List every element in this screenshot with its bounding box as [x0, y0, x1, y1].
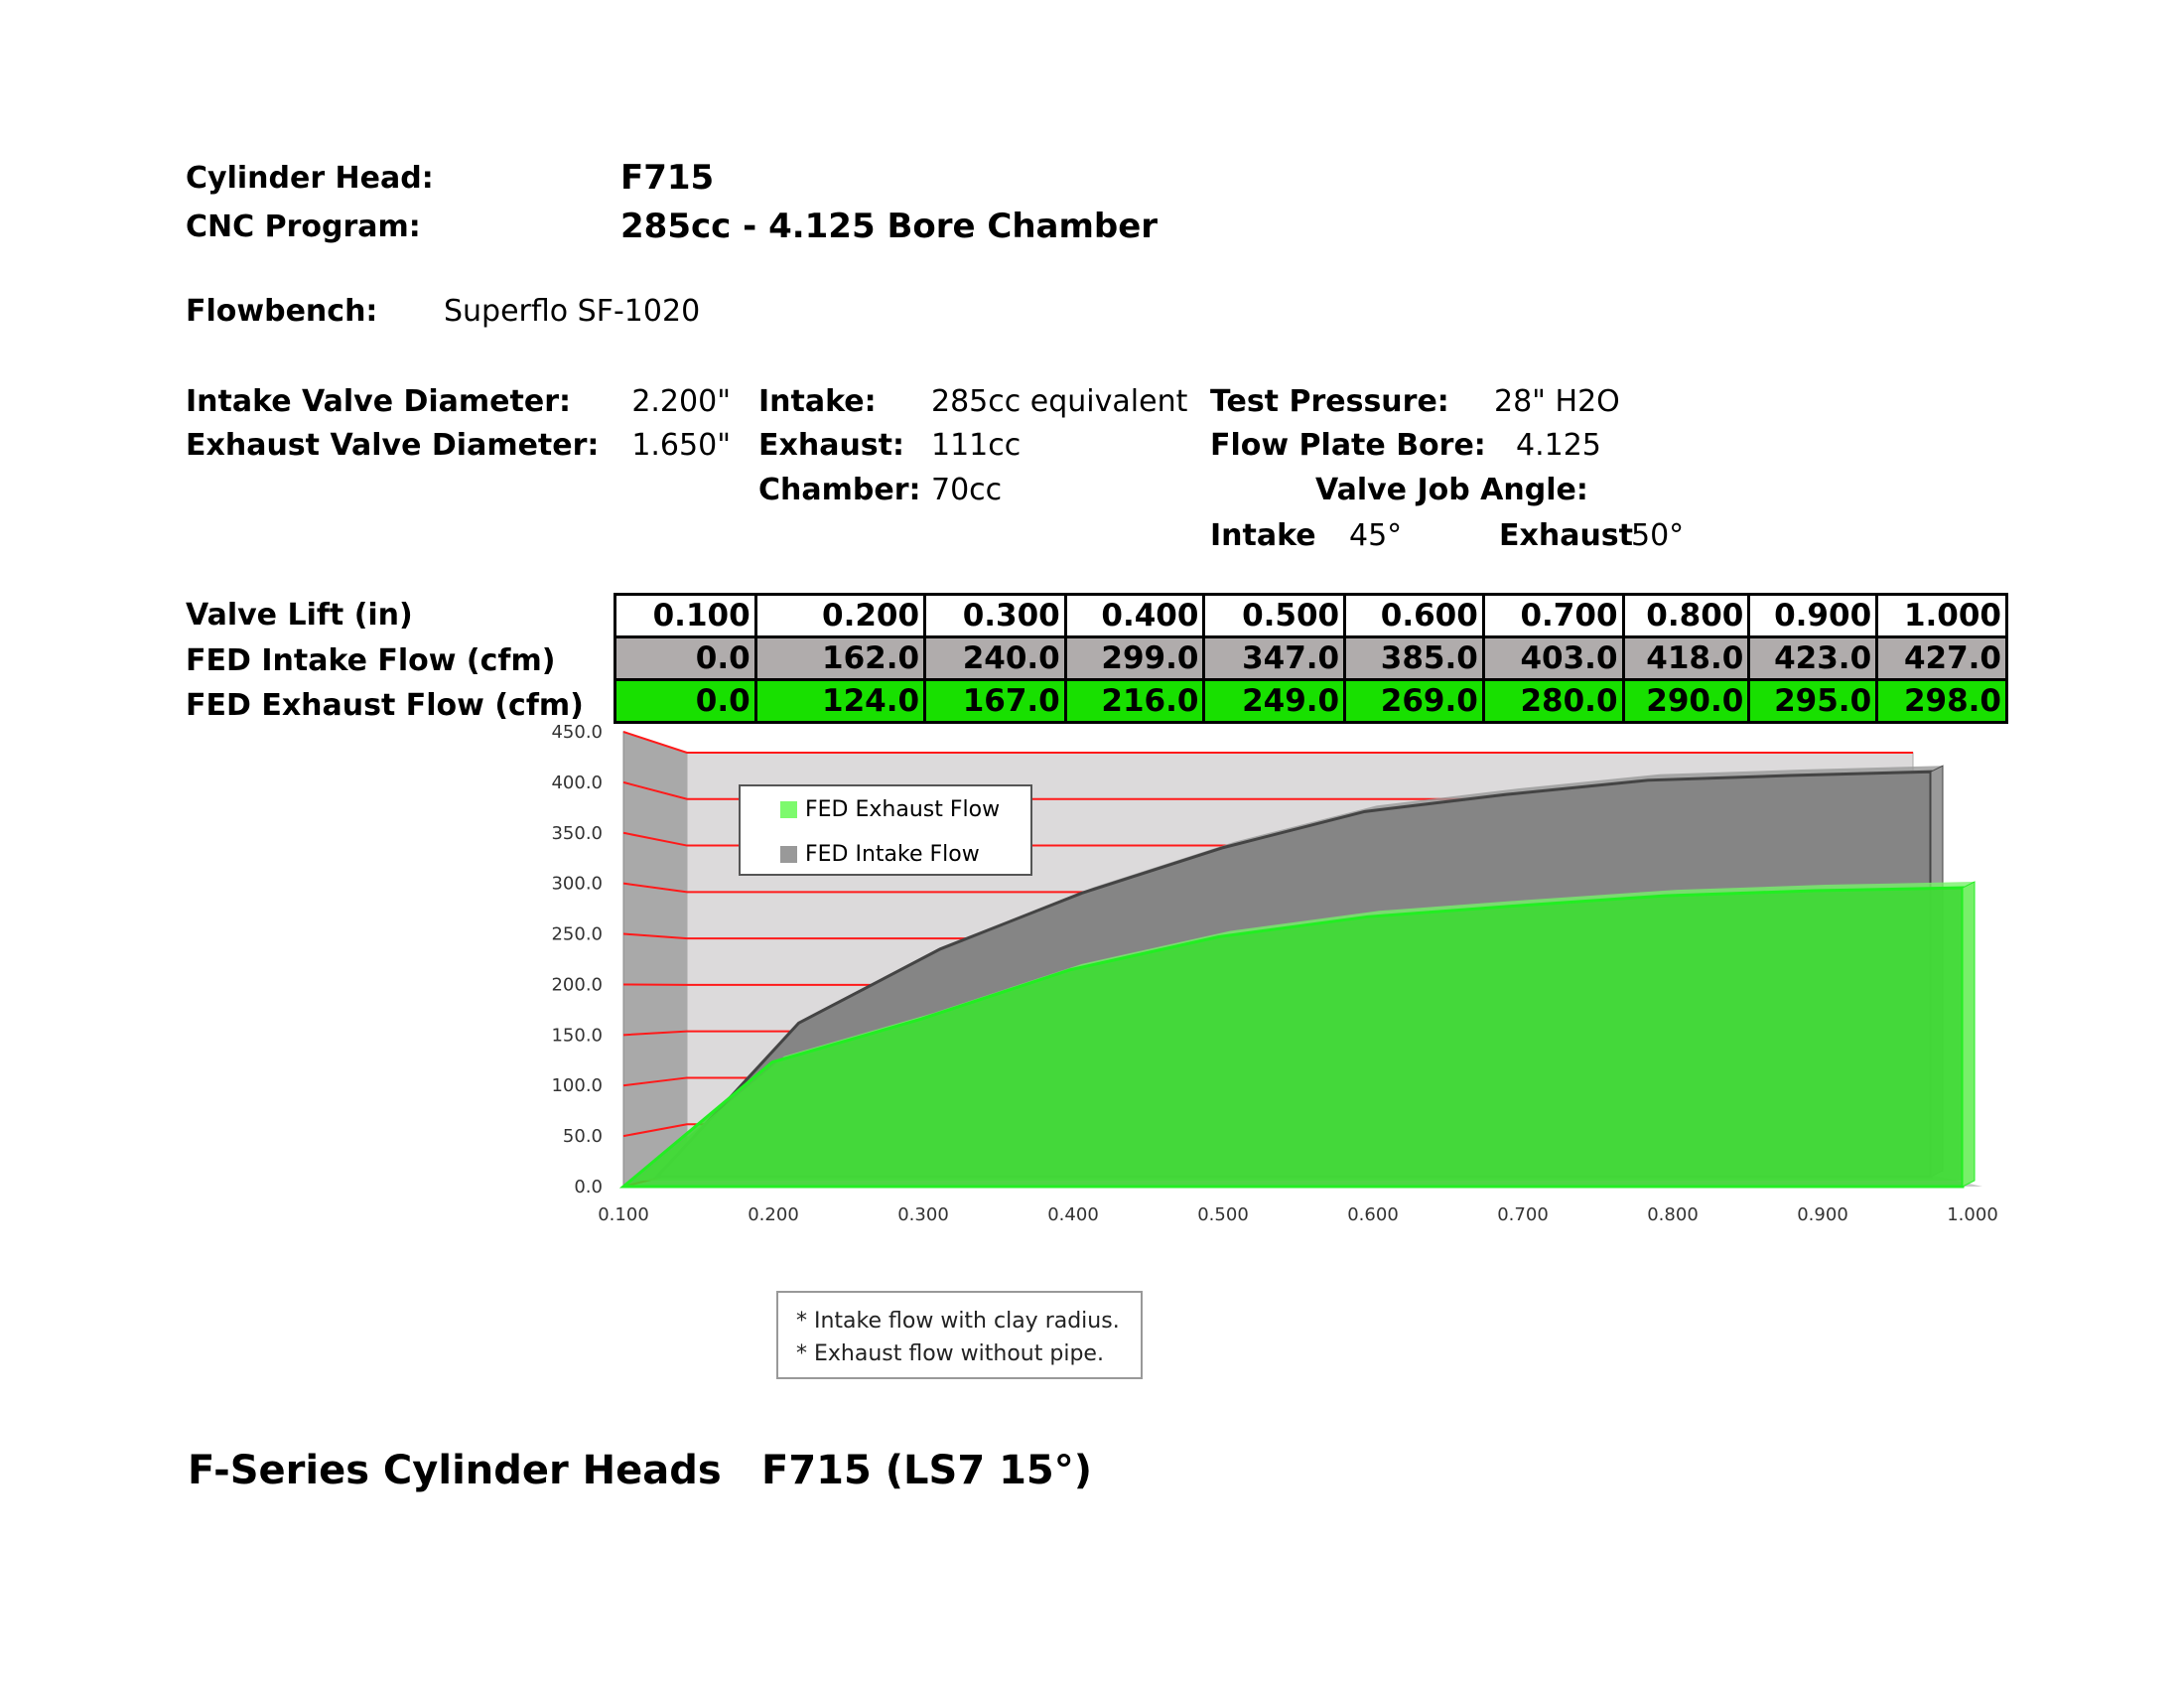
vj-intake-label: Intake [1210, 518, 1316, 553]
exhaust-cell: 295.0 [1747, 678, 1879, 724]
intake-cell: 240.0 [923, 635, 1067, 681]
y-tick-label: 450.0 [551, 722, 603, 743]
gridline [622, 731, 1913, 754]
exhaust-volume-value: 111cc [931, 428, 1022, 463]
exhaust-valve-label: Exhaust Valve Diameter: [186, 428, 600, 463]
legend-item-intake: FED Intake Flow [780, 842, 980, 867]
vj-exhaust-value: 50° [1631, 518, 1685, 553]
lift-cell: 0.900 [1747, 593, 1879, 638]
x-tick-label: 0.300 [897, 1204, 949, 1225]
row-label-intake: FED Intake Flow (cfm) [186, 643, 556, 678]
valve-job-angle-label: Valve Job Angle: [1315, 473, 1588, 507]
exhaust-cell: 269.0 [1343, 678, 1485, 724]
chamber-label: Chamber: [758, 473, 921, 507]
exhaust-cell: 280.0 [1481, 678, 1625, 724]
legend-swatch-exhaust [780, 801, 797, 818]
legend-swatch-intake [780, 846, 797, 863]
series-side-exhaust [1962, 881, 1976, 1188]
cnc-program-value: 285cc - 4.125 Bore Chamber [620, 207, 1159, 246]
lift-cell: 0.400 [1063, 593, 1206, 638]
vj-intake-value: 45° [1349, 518, 1403, 553]
intake-cell: 418.0 [1621, 635, 1751, 681]
x-tick-label: 0.500 [1197, 1204, 1249, 1225]
intake-volume-label: Intake: [758, 384, 877, 419]
x-tick-label: 0.700 [1497, 1204, 1549, 1225]
chart-legend: FED Exhaust Flow FED Intake Flow [739, 784, 1032, 876]
row-label-exhaust: FED Exhaust Flow (cfm) [186, 688, 584, 723]
exhaust-cell: 216.0 [1063, 678, 1206, 724]
exhaust-cell: 249.0 [1202, 678, 1347, 724]
lift-cell: 0.100 [614, 593, 757, 638]
intake-cell: 347.0 [1202, 635, 1347, 681]
y-tick-label: 50.0 [563, 1126, 603, 1147]
flow-table: 0.100 0.200 0.300 0.400 0.500 0.600 0.700 0.800… [614, 593, 2008, 724]
intake-volume-value: 285cc equivalent [931, 384, 1188, 419]
intake-cell: 162.0 [753, 635, 927, 681]
x-tick-label: 0.800 [1647, 1204, 1699, 1225]
flowbench-value: Superflo SF-1020 [444, 294, 701, 329]
side-wall [622, 731, 688, 1188]
vj-exhaust-label: Exhaust [1499, 518, 1633, 553]
x-tick-label: 0.100 [598, 1204, 649, 1225]
y-tick-label: 200.0 [551, 974, 603, 995]
intake-cell: 299.0 [1063, 635, 1206, 681]
row-label-lift: Valve Lift (in) [186, 598, 413, 633]
note-exhaust: * Exhaust flow without pipe. [796, 1341, 1104, 1366]
y-tick-label: 400.0 [551, 773, 603, 793]
test-pressure-value: 28" H2O [1494, 384, 1620, 419]
intake-cell: 385.0 [1343, 635, 1485, 681]
x-tick-label: 1.000 [1947, 1204, 1998, 1225]
intake-cell: 427.0 [1875, 635, 2008, 681]
exhaust-cell: 124.0 [753, 678, 927, 724]
intake-cell: 403.0 [1481, 635, 1625, 681]
x-tick-label: 0.400 [1047, 1204, 1099, 1225]
y-tick-label: 350.0 [551, 823, 603, 844]
notes-box: * Intake flow with clay radius. * Exhaus… [776, 1291, 1143, 1379]
intake-valve-label: Intake Valve Diameter: [186, 384, 572, 419]
test-pressure-label: Test Pressure: [1210, 384, 1449, 419]
lift-cell: 0.700 [1481, 593, 1625, 638]
y-tick-label: 100.0 [551, 1075, 603, 1096]
exhaust-cell: 167.0 [923, 678, 1067, 724]
y-tick-label: 300.0 [551, 874, 603, 895]
intake-valve-value: 2.200" [631, 384, 731, 419]
intake-cell: 0.0 [614, 635, 757, 681]
lift-cell: 0.600 [1343, 593, 1485, 638]
cylinder-head-value: F715 [620, 158, 715, 198]
footer-series: F-Series Cylinder Heads [188, 1448, 722, 1493]
x-tick-label: 0.600 [1347, 1204, 1399, 1225]
exhaust-cell: 298.0 [1875, 678, 2008, 724]
x-tick-label: 0.900 [1797, 1204, 1848, 1225]
cnc-program-label: CNC Program: [186, 210, 421, 244]
cylinder-head-label: Cylinder Head: [186, 161, 434, 196]
chamber-value: 70cc [931, 473, 1003, 507]
exhaust-cell: 290.0 [1621, 678, 1751, 724]
flow-plate-label: Flow Plate Bore: [1210, 428, 1486, 463]
intake-cell: 423.0 [1747, 635, 1879, 681]
lift-cell: 0.200 [753, 593, 927, 638]
footer-model: F715 (LS7 15°) [761, 1448, 1093, 1493]
y-tick-label: 0.0 [574, 1177, 603, 1197]
exhaust-row: 0.0 124.0 167.0 216.0 249.0 269.0 280.0 290.0 29… [614, 678, 2008, 724]
intake-row: 0.0 162.0 240.0 299.0 347.0 385.0 403.0 418.0 42… [614, 635, 2008, 681]
note-intake: * Intake flow with clay radius. [796, 1309, 1120, 1334]
flow-plate-value: 4.125 [1516, 428, 1601, 463]
lift-cell: 0.300 [923, 593, 1067, 638]
exhaust-cell: 0.0 [614, 678, 757, 724]
legend-label-exhaust: FED Exhaust Flow [805, 797, 1001, 822]
lift-cell: 0.500 [1202, 593, 1347, 638]
lift-row: 0.100 0.200 0.300 0.400 0.500 0.600 0.700 0.800… [614, 593, 2008, 638]
x-tick-label: 0.200 [748, 1204, 799, 1225]
lift-cell: 0.800 [1621, 593, 1751, 638]
lift-cell: 1.000 [1875, 593, 2008, 638]
y-tick-label: 250.0 [551, 924, 603, 945]
flowbench-label: Flowbench: [186, 294, 378, 329]
legend-item-exhaust: FED Exhaust Flow [780, 797, 1000, 822]
exhaust-volume-label: Exhaust: [758, 428, 904, 463]
legend-label-intake: FED Intake Flow [805, 842, 980, 867]
exhaust-valve-value: 1.650" [631, 428, 731, 463]
y-tick-label: 150.0 [551, 1025, 603, 1046]
